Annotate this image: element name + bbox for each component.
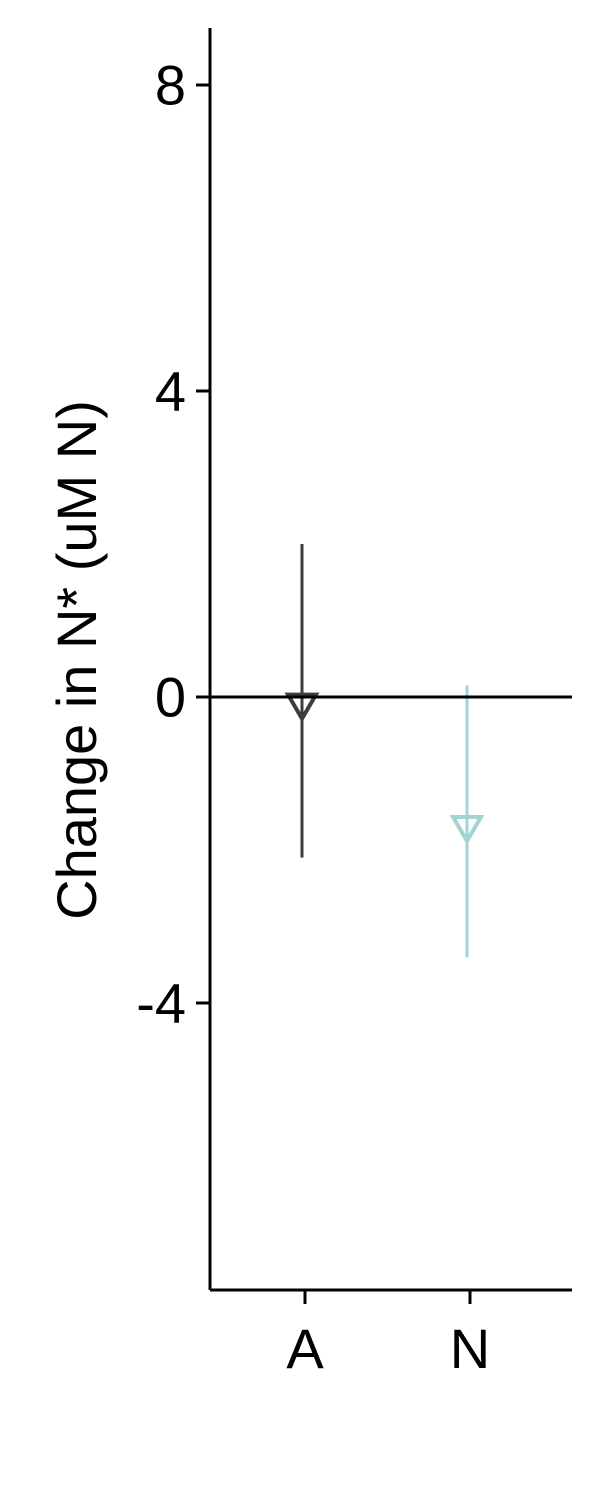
- data-point-marker: [449, 815, 485, 846]
- data-point-marker: [284, 692, 320, 723]
- y-axis-title: Change in N* (uM N): [45, 400, 108, 920]
- y-tick-label: -4: [136, 972, 186, 1035]
- y-tick-label: 8: [155, 54, 186, 117]
- y-tick-label: 4: [155, 360, 186, 423]
- axis-labels: 8 4 0 -4 A N Change in N* (uM N): [45, 54, 490, 1381]
- x-tick-label: A: [286, 1317, 324, 1380]
- y-tick-label: 0: [155, 666, 186, 729]
- axes: [196, 28, 572, 1304]
- data-marks: [284, 544, 485, 958]
- x-tick-label: N: [450, 1317, 490, 1380]
